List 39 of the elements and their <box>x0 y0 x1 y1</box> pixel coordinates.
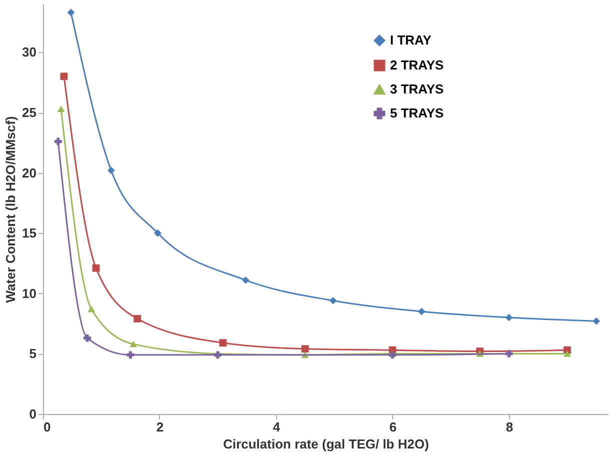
x-tick-label: 2 <box>156 420 164 434</box>
legend-label: I TRAY <box>390 32 432 48</box>
y-tick-label: 30 <box>22 44 36 60</box>
point <box>67 8 75 16</box>
y-axis-title: Water Content (lb H2O/MMscf) <box>3 116 18 303</box>
point <box>154 229 162 237</box>
point <box>301 345 309 353</box>
x-tick-label: 8 <box>506 420 514 434</box>
x-tick-label: 0 <box>44 420 51 434</box>
legend-label: 5 TRAYS <box>390 106 444 120</box>
point <box>107 166 115 174</box>
point <box>329 296 337 304</box>
x-tick-label: 4 <box>272 420 281 434</box>
y-tick-label: 15 <box>22 226 36 241</box>
point <box>505 350 513 358</box>
point <box>505 314 513 322</box>
point <box>57 106 65 112</box>
y-tick-label: 5 <box>29 346 36 362</box>
point <box>88 306 96 312</box>
point <box>242 276 250 284</box>
point <box>84 334 91 342</box>
x-tick-label: 6 <box>389 420 397 434</box>
y-tick-label: 25 <box>22 105 36 120</box>
point <box>54 138 62 146</box>
point <box>92 264 100 272</box>
legend-label: 2 TRAYS <box>390 58 444 72</box>
point <box>130 340 137 348</box>
point <box>418 308 426 316</box>
point <box>219 339 227 347</box>
point <box>592 317 600 325</box>
legend-label: 3 TRAYS <box>390 82 444 96</box>
point <box>564 350 571 357</box>
y-tick-label: 0 <box>29 406 36 422</box>
point <box>134 315 142 322</box>
point <box>60 72 68 80</box>
y-tick-label: 20 <box>22 165 36 180</box>
x-axis-title: Circulation rate (gal TEG/ lb H2O) <box>223 436 429 452</box>
y-tick-label: 10 <box>22 286 36 301</box>
point <box>126 351 134 359</box>
